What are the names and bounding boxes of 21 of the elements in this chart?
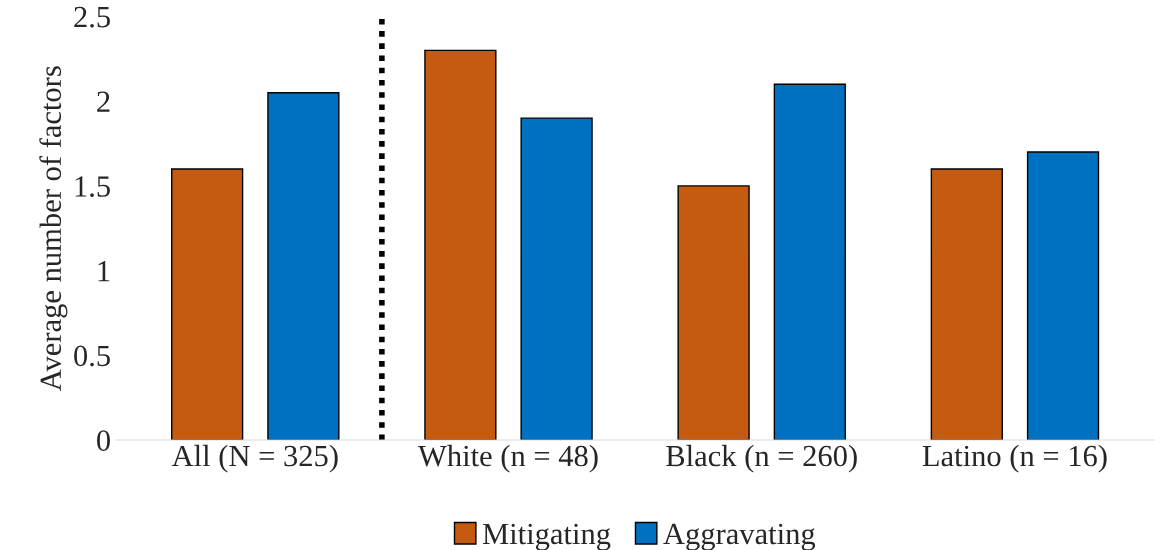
y-axis-title: Average number of factors bbox=[39, 66, 68, 391]
bar bbox=[677, 185, 750, 440]
legend-label: Mitigating bbox=[482, 523, 611, 550]
y-tick-label: 2.5 bbox=[74, 6, 110, 28]
bar bbox=[171, 168, 244, 440]
bar bbox=[773, 83, 846, 440]
legend-label: Aggravating bbox=[663, 523, 816, 550]
y-tick-label: 1 bbox=[98, 261, 110, 282]
y-tick-label: 0.5 bbox=[74, 345, 110, 367]
bar bbox=[930, 168, 1003, 440]
x-tick-label: Latino (n = 16) bbox=[922, 444, 1107, 473]
bar bbox=[1026, 151, 1100, 440]
x-tick-label: Black (n = 260) bbox=[666, 444, 857, 473]
y-tick-label: 2 bbox=[97, 91, 110, 112]
x-tick-label: All (N = 325) bbox=[171, 444, 338, 473]
bar bbox=[267, 92, 340, 440]
y-tick-label: 0 bbox=[97, 430, 110, 451]
x-tick-label: White (n = 48) bbox=[418, 444, 598, 473]
bar bbox=[424, 49, 497, 440]
y-tick-label: 1.5 bbox=[75, 176, 110, 197]
bar bbox=[520, 117, 593, 440]
